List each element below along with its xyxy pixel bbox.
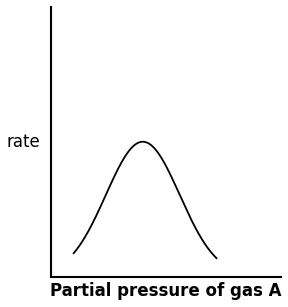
X-axis label: Partial pressure of gas A: Partial pressure of gas A (50, 282, 282, 300)
Y-axis label: rate: rate (6, 133, 40, 151)
